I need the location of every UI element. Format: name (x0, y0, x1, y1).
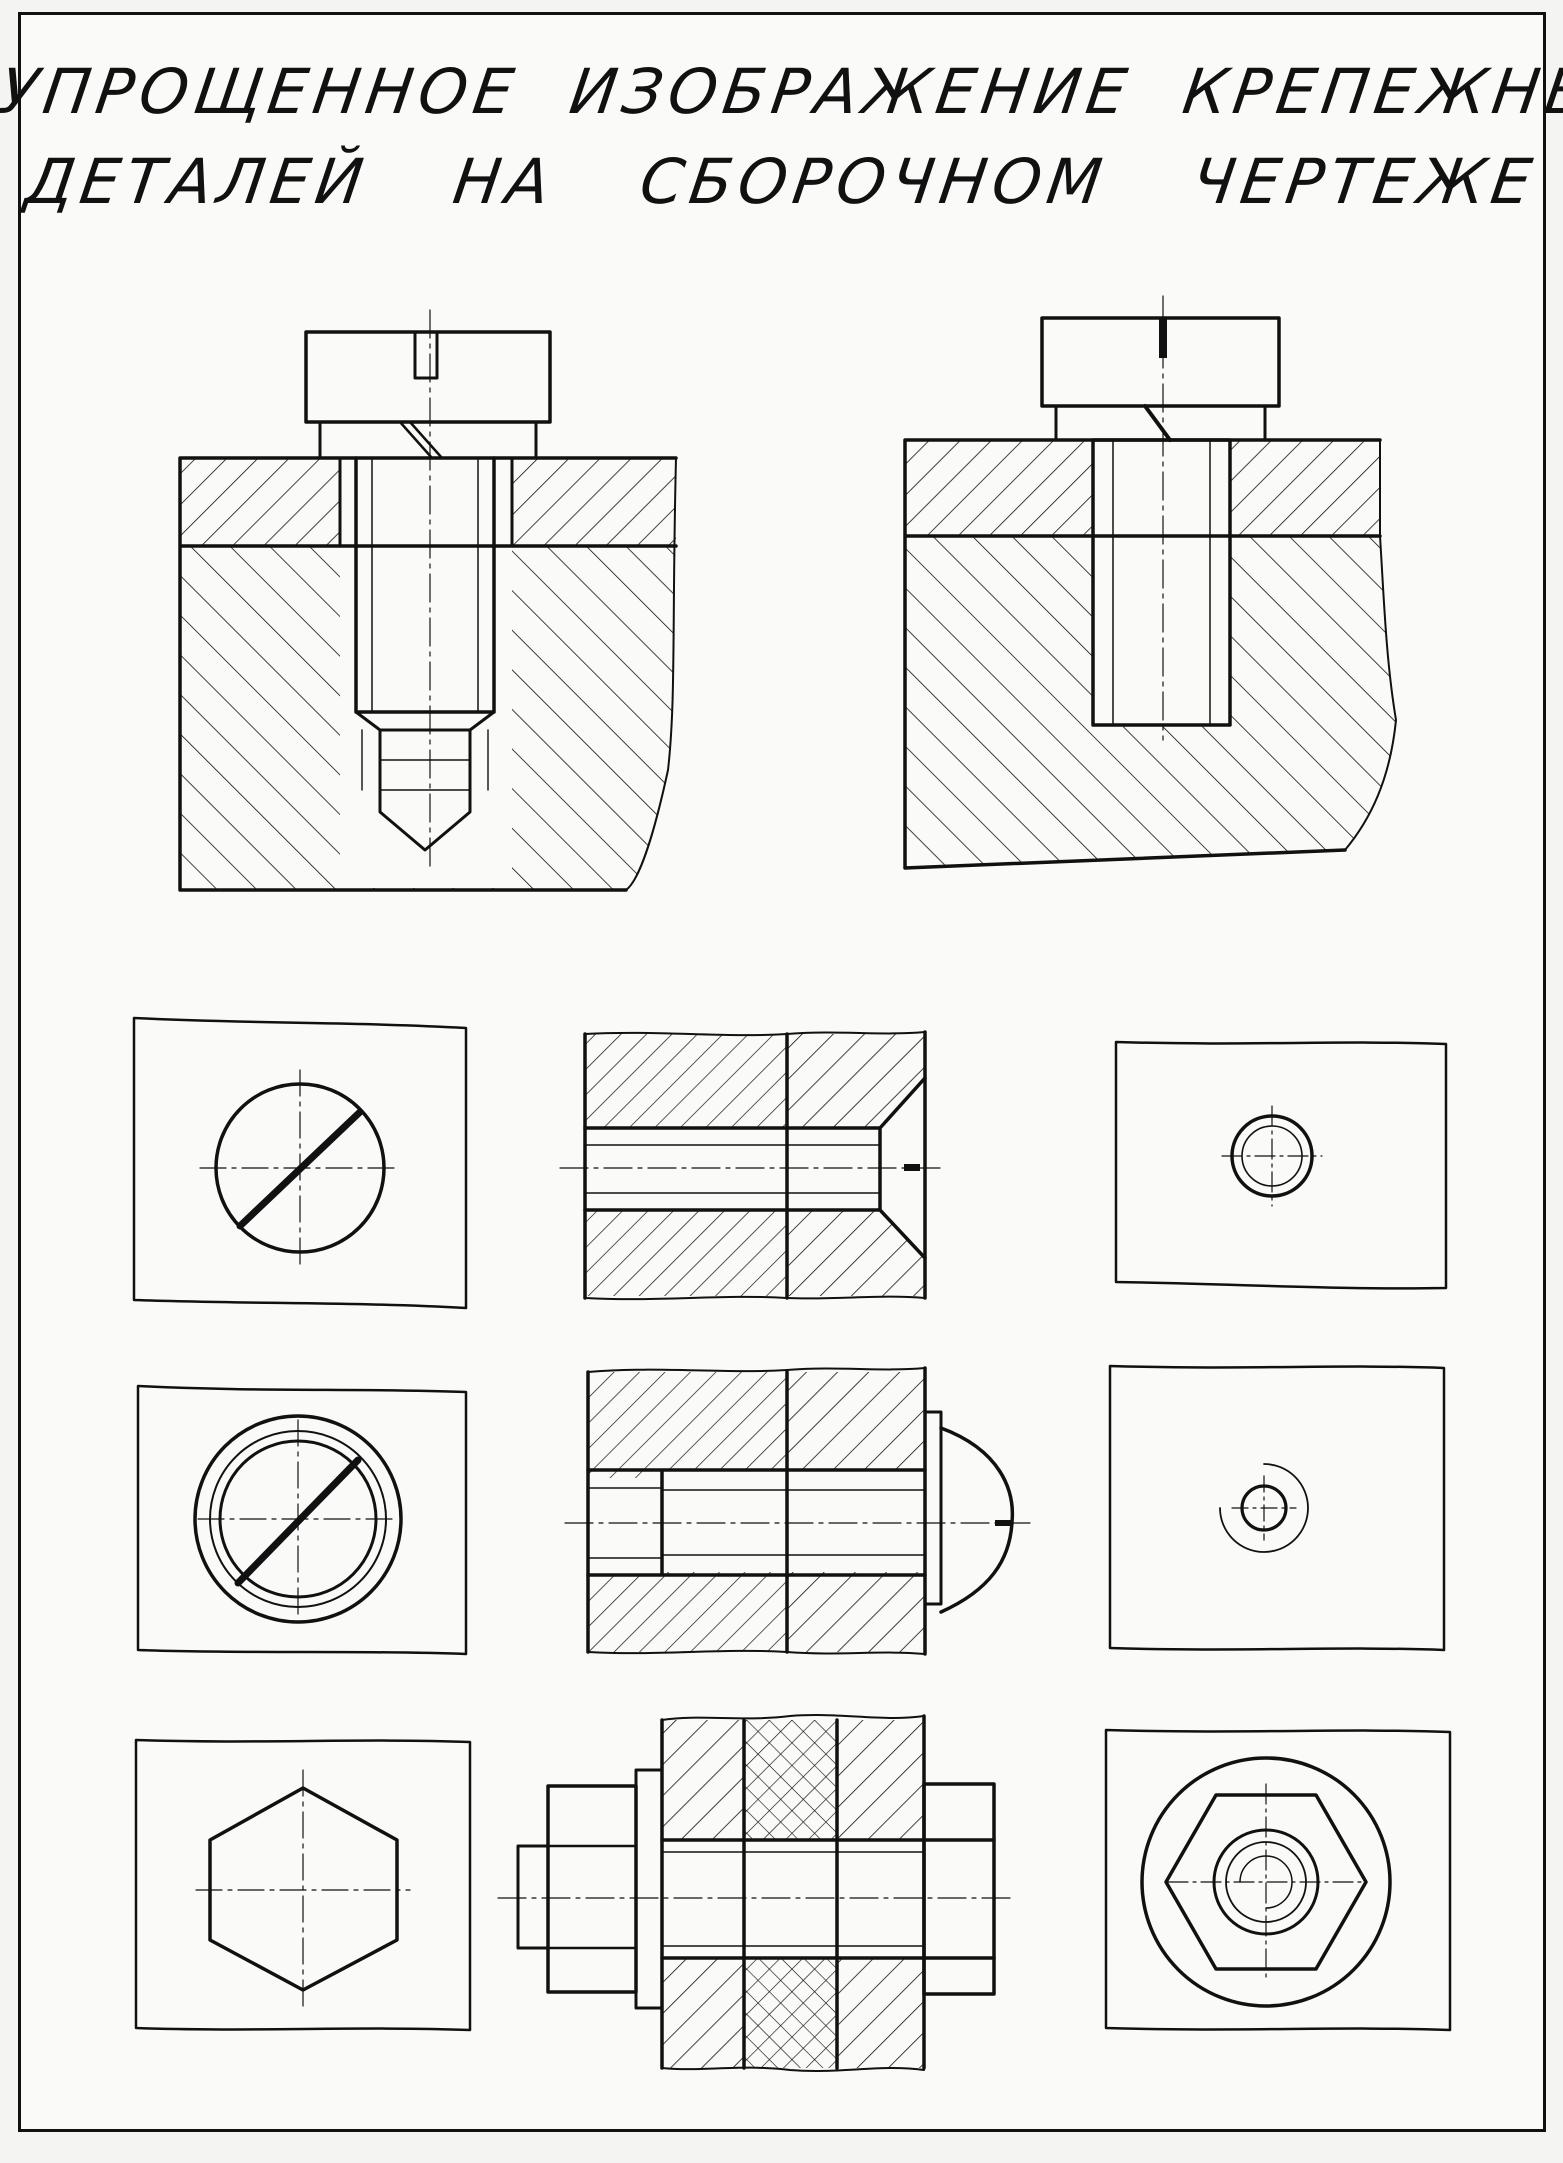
row3-nut-washer-view (1104, 1728, 1452, 2032)
top-plate-hatch-left (905, 440, 1093, 536)
washer-outer (1140, 1756, 1392, 2008)
screw-shank (354, 456, 496, 714)
hole-blank (340, 458, 512, 888)
row2-thread-end-view (1108, 1364, 1446, 1652)
bolt-head (922, 1782, 996, 1996)
row3-bolt-nut-section (497, 1714, 1013, 2072)
broken-edge-right (1344, 439, 1397, 851)
washer (923, 1410, 943, 1606)
nut-hex (1164, 1793, 1368, 1971)
row1-thread-end-view (1114, 1040, 1448, 1290)
bolt-shank-end (516, 1844, 550, 1950)
washer-outer (193, 1414, 403, 1624)
row3-hex-head-view (134, 1738, 472, 2032)
washer (634, 1768, 664, 2010)
top-plate-hatch-right (512, 458, 676, 546)
screw-section-left (178, 309, 678, 892)
tapped-hole (378, 728, 472, 852)
top-plate-hatch-left (180, 458, 340, 546)
row2-round-head-screw-section (564, 1366, 1031, 1656)
screw-tip-chamfer (354, 710, 496, 732)
bolt-shank (660, 1838, 996, 1960)
screw-slot (413, 330, 439, 380)
screw-section-right (903, 295, 1397, 870)
broken-edge-right (625, 457, 677, 891)
screw-slot-mark (1159, 318, 1167, 358)
screw-body (583, 1076, 927, 1260)
nut (546, 1784, 638, 1994)
row1-screw-top-view (132, 1016, 468, 1310)
screw-head-underside (318, 420, 538, 460)
hole-blank (1093, 440, 1230, 725)
top-plate-hatch-right (1230, 440, 1380, 536)
row1-countersunk-screw-section (559, 1030, 946, 1301)
row2-screw-washer-top-view (136, 1384, 468, 1656)
screw-head-underside (1054, 404, 1267, 442)
slot-mark (995, 1520, 1013, 1526)
